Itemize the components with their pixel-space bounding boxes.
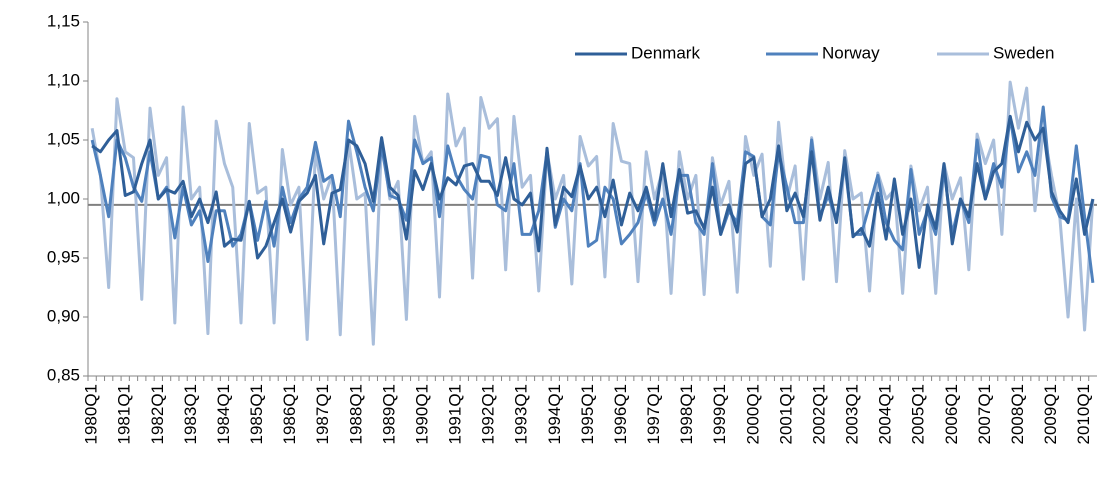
x-tick-label: 2010Q1 xyxy=(1074,384,1093,445)
x-tick-label: 1994Q1 xyxy=(545,384,564,445)
legend-label: Sweden xyxy=(993,43,1054,62)
x-tick-label: 1985Q1 xyxy=(247,384,266,445)
series-line xyxy=(91,114,1095,269)
y-tick-label: 1,15 xyxy=(47,11,80,30)
y-tick-label: 1,10 xyxy=(47,70,80,89)
x-tick-label: 1993Q1 xyxy=(512,384,531,445)
legend-label: Norway xyxy=(822,43,880,62)
series-line xyxy=(90,80,1095,346)
y-tick-label: 1,05 xyxy=(47,129,80,148)
x-tick-label: 1986Q1 xyxy=(280,384,299,445)
x-tick-label: 1982Q1 xyxy=(148,384,167,445)
x-tick-label: 2007Q1 xyxy=(975,384,994,445)
x-tick-label: 1989Q1 xyxy=(379,384,398,445)
x-tick-label: 1987Q1 xyxy=(313,384,332,445)
y-tick-label: 0,95 xyxy=(47,247,80,266)
x-tick-label: 2008Q1 xyxy=(1008,384,1027,445)
x-tick-label: 1995Q1 xyxy=(578,384,597,445)
x-tick-label: 1984Q1 xyxy=(214,384,233,445)
x-tick-label: 1981Q1 xyxy=(115,384,134,445)
x-tick-label: 2006Q1 xyxy=(942,384,961,445)
y-tick-label: 0,90 xyxy=(47,306,80,325)
x-tick-label: 1980Q1 xyxy=(82,384,101,445)
x-tick-label: 1998Q1 xyxy=(677,384,696,445)
x-tick-label: 2005Q1 xyxy=(909,384,928,445)
x-tick-label: 1996Q1 xyxy=(611,384,630,445)
x-tick-label: 2003Q1 xyxy=(843,384,862,445)
y-tick-label: 1,00 xyxy=(47,188,80,207)
x-tick-label: 2002Q1 xyxy=(809,384,828,445)
y-tick-label: 0,85 xyxy=(47,365,80,384)
x-tick-label: 1988Q1 xyxy=(346,384,365,445)
x-tick-label: 2001Q1 xyxy=(776,384,795,445)
x-tick-label: 1991Q1 xyxy=(446,384,465,445)
x-tick-label: 1983Q1 xyxy=(181,384,200,445)
x-tick-label: 1990Q1 xyxy=(412,384,431,445)
legend-label: Denmark xyxy=(631,43,700,62)
x-tick-label: 2004Q1 xyxy=(876,384,895,445)
x-tick-label: 1997Q1 xyxy=(644,384,663,445)
x-tick-label: 2000Q1 xyxy=(743,384,762,445)
x-tick-label: 2009Q1 xyxy=(1041,384,1060,445)
x-tick-label: 1992Q1 xyxy=(479,384,498,445)
x-tick-label: 1999Q1 xyxy=(710,384,729,445)
